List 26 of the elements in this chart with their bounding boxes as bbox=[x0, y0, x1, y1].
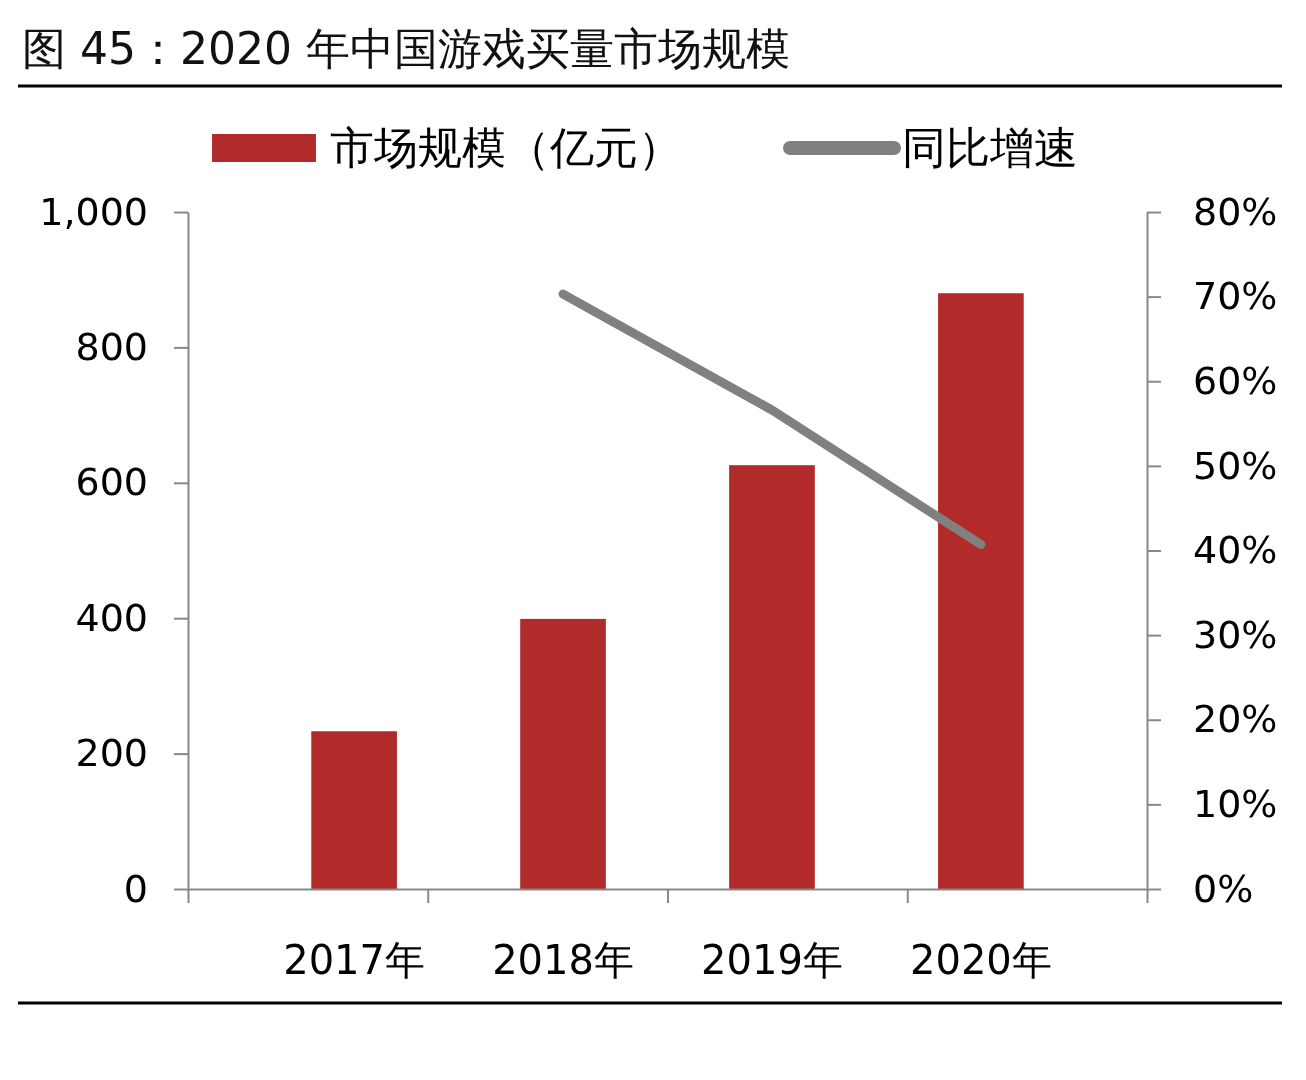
y-tick-label: 1,000 bbox=[39, 189, 148, 234]
y-tick-label: 0 bbox=[123, 866, 148, 911]
y2-tick-label: 0% bbox=[1193, 866, 1254, 911]
y-tick-label: 400 bbox=[75, 595, 148, 640]
y-tick-label: 800 bbox=[75, 325, 148, 370]
y2-tick-label: 80% bbox=[1193, 189, 1278, 234]
x-tick-label: 2017年 bbox=[283, 937, 425, 983]
x-tick-label: 2018年 bbox=[492, 937, 634, 983]
y2-tick-label: 40% bbox=[1193, 528, 1278, 573]
y2-tick-label: 20% bbox=[1193, 697, 1278, 742]
bar bbox=[938, 293, 1024, 889]
bar bbox=[729, 465, 815, 889]
x-tick-label: 2020年 bbox=[910, 937, 1052, 983]
legend-label: 市场规模（亿元） bbox=[330, 122, 682, 174]
y-tick-label: 200 bbox=[75, 731, 148, 776]
legend-label: 同比增速 bbox=[902, 122, 1078, 174]
y-tick-label: 600 bbox=[75, 460, 148, 505]
bar bbox=[520, 618, 606, 889]
y2-tick-label: 60% bbox=[1193, 358, 1278, 403]
bar bbox=[311, 731, 397, 889]
x-tick-label: 2019年 bbox=[701, 937, 843, 983]
y2-tick-label: 30% bbox=[1193, 612, 1278, 657]
y2-tick-label: 50% bbox=[1193, 443, 1278, 488]
y2-tick-label: 10% bbox=[1193, 782, 1278, 827]
chart-title: 图 45：2020 年中国游戏买量市场规模 bbox=[22, 23, 790, 74]
y2-tick-label: 70% bbox=[1193, 274, 1278, 319]
